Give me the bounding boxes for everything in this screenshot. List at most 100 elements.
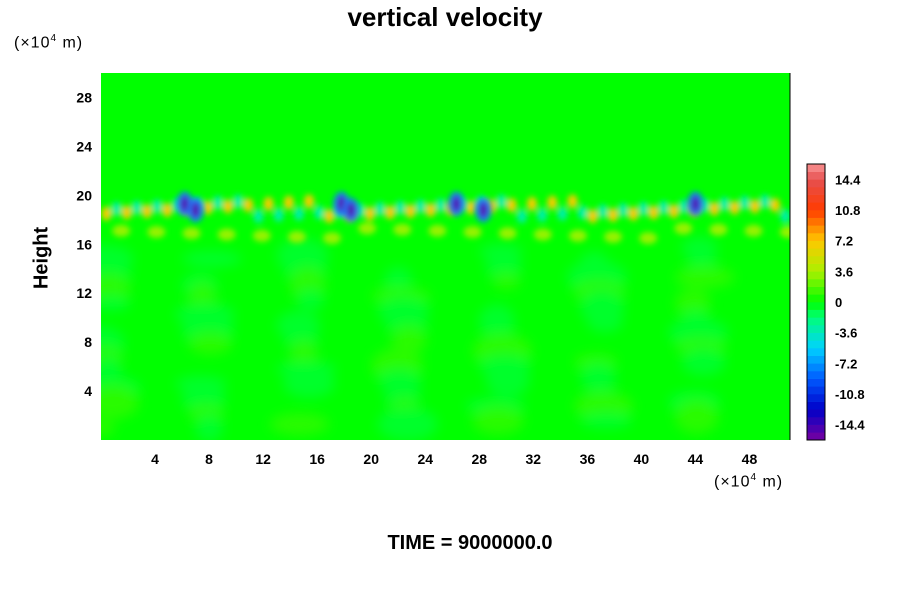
wave-cell: [152, 199, 163, 214]
colorbar-level: [807, 325, 825, 333]
wave-cell: [618, 203, 629, 218]
wave-cell: [101, 206, 112, 221]
field-patch: [377, 407, 438, 440]
wave-cell: [749, 199, 760, 214]
wave-cell: [547, 195, 558, 210]
wave-cell: [273, 207, 284, 222]
field-patch: [492, 272, 521, 289]
field-patch: [674, 266, 735, 289]
downdraft-core: [191, 202, 200, 219]
field-patch: [377, 296, 430, 325]
wave-cell: [182, 227, 201, 240]
colorbar-level: [807, 363, 825, 372]
wave-cell: [516, 209, 527, 224]
wave-cell: [639, 232, 658, 245]
wave-cell: [111, 201, 122, 216]
wave-cell: [498, 227, 517, 240]
wave-cell: [770, 198, 781, 213]
field-patch: [586, 310, 623, 333]
wave-cell: [604, 230, 623, 243]
field-patch: [674, 399, 719, 434]
wave-cell: [147, 226, 166, 239]
colorbar-level: [807, 417, 825, 425]
wave-cell: [425, 203, 436, 218]
field-patch: [101, 419, 115, 436]
colorbar-level: [807, 294, 825, 303]
wave-cell: [395, 200, 406, 215]
wave-cell: [537, 207, 548, 222]
wave-cell: [568, 229, 587, 242]
downdraft-core: [479, 202, 488, 219]
wave-cell: [435, 198, 446, 213]
wave-cell: [533, 228, 552, 241]
x-tick-label: 40: [634, 451, 650, 467]
field-patch: [674, 288, 711, 317]
field-patch: [485, 363, 530, 398]
wave-cell: [597, 204, 608, 219]
colorbar-level: [807, 171, 825, 180]
y-tick-label: 8: [84, 334, 92, 350]
wave-cell: [638, 201, 649, 216]
colorbar-level: [807, 424, 825, 433]
wave-cell: [658, 200, 669, 215]
wave-cell: [304, 194, 315, 209]
colorbar-level: [807, 248, 825, 257]
wave-cell: [233, 194, 244, 209]
x-tick-label: 4: [151, 451, 159, 467]
colorbar-tick-label: -3.6: [835, 326, 857, 341]
colorbar-tick-label: -7.2: [835, 356, 857, 371]
field-patch: [391, 325, 428, 354]
chart-title: vertical velocity: [347, 2, 543, 32]
wave-cell: [760, 194, 771, 209]
downdraft-core: [346, 202, 355, 219]
y-tick-label: 4: [84, 383, 92, 399]
time-label: TIME = 9000000.0: [387, 532, 553, 554]
wave-cell: [202, 200, 213, 215]
colorbar-tick-label: 14.4: [835, 172, 861, 187]
colorbar-level: [807, 256, 825, 264]
wave-cell: [744, 224, 763, 237]
field-patch: [101, 385, 140, 420]
x-tick-label: 28: [471, 451, 487, 467]
field-patch: [101, 294, 130, 311]
y-tick-label: 12: [76, 285, 92, 301]
field-patch: [681, 347, 726, 376]
x-tick-label: 20: [363, 451, 379, 467]
x-axis-units: (×104 m): [714, 472, 784, 491]
wave-cell: [719, 196, 730, 211]
wave-cell: [263, 196, 274, 211]
field-patch: [580, 412, 633, 429]
colorbar-level: [807, 302, 825, 310]
wave-cell: [243, 198, 254, 213]
colorbar-level: [807, 340, 825, 349]
colorbar-tick-label: 3.6: [835, 264, 853, 279]
x-tick-label: 24: [417, 451, 433, 467]
colorbar-level: [807, 309, 825, 318]
field-patch: [188, 332, 233, 355]
wave-cell: [428, 224, 447, 237]
colorbar-level: [807, 378, 825, 387]
wave-cell: [577, 205, 588, 220]
downdraft-cores: [176, 191, 704, 223]
colorbar-level: [807, 371, 825, 379]
field-patch: [296, 288, 325, 311]
wave-cell: [217, 228, 236, 241]
field-patch: [283, 369, 336, 398]
colorbar-tick-label: 7.2: [835, 234, 853, 249]
wave-cell: [131, 200, 142, 215]
y-tick-label: 24: [76, 138, 92, 154]
field-patch: [181, 250, 242, 267]
wave-cell: [287, 230, 306, 243]
wave-cell: [364, 206, 375, 221]
y-axis-units: (×104 m): [14, 33, 84, 52]
wave-cell: [648, 205, 659, 220]
colorbar-level: [807, 355, 825, 364]
colorbar-level: [807, 240, 825, 249]
x-tick-label: 48: [742, 451, 758, 467]
wave-cell: [385, 205, 396, 220]
colorbar-level: [807, 286, 825, 295]
field-patch: [276, 311, 321, 340]
x-tick-label: 36: [580, 451, 596, 467]
x-tick-label: 16: [309, 451, 325, 467]
